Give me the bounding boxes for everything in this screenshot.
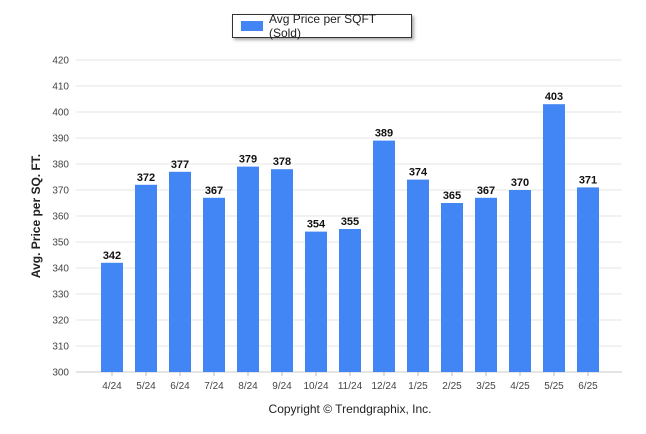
data-label: 374	[409, 167, 428, 179]
y-tick-label: 390	[52, 134, 69, 145]
x-tick-label: 4/24	[102, 381, 122, 392]
x-tick-label: 2/25	[442, 381, 462, 392]
bars	[101, 104, 599, 372]
bar-6-24[interactable]	[169, 171, 191, 372]
x-tick-label: 9/24	[272, 381, 292, 392]
y-tick-label: 320	[52, 316, 69, 327]
y-axis-label: Avg. Price per SQ. FT.	[29, 154, 43, 278]
bar-1-25[interactable]	[407, 179, 429, 372]
chart-legend: Avg Price per SQFT (Sold)	[232, 12, 412, 40]
bar-3-25[interactable]	[475, 197, 497, 372]
bar-5-25[interactable]	[543, 104, 565, 372]
bar-9-24[interactable]	[271, 169, 293, 372]
x-tick-label: 6/25	[578, 381, 598, 392]
data-label: 377	[171, 159, 189, 171]
y-tick-label: 360	[52, 212, 69, 223]
data-label: 354	[307, 219, 326, 231]
bar-6-25[interactable]	[577, 187, 599, 372]
x-tick-label: 6/24	[170, 381, 190, 392]
y-tick-label: 340	[52, 264, 69, 275]
y-tick-label: 350	[52, 238, 69, 249]
x-tick-label: 4/25	[510, 381, 530, 392]
y-tick-label: 330	[52, 290, 69, 301]
x-tick-label: 3/25	[476, 381, 496, 392]
y-tick-label: 420	[52, 56, 69, 67]
data-label: 378	[273, 156, 291, 168]
y-tick-label: 400	[52, 108, 69, 119]
data-label: 389	[375, 128, 393, 140]
y-tick-label: 370	[52, 186, 69, 197]
y-tick-label: 380	[52, 160, 69, 171]
x-tick-label: 10/24	[303, 381, 328, 392]
bar-12-24[interactable]	[373, 140, 395, 372]
copyright-text: Copyright © Trendgraphix, Inc.	[268, 402, 432, 416]
x-tick-label: 11/24	[338, 381, 363, 392]
data-label: 379	[239, 154, 257, 166]
x-tick-label: 1/25	[408, 381, 428, 392]
bar-4-24[interactable]	[101, 262, 123, 372]
y-axis-ticks: 300 310 320 330 340 350 360 370 380 390 400 410 420	[52, 56, 69, 379]
y-tick-label: 310	[52, 342, 69, 353]
bar-7-24[interactable]	[203, 197, 225, 372]
data-label: 372	[137, 172, 155, 184]
x-axis-ticks: 4/24 5/24 6/24 7/24 8/24 9/24 10/24 11/24 12/24 1…	[102, 372, 598, 392]
data-label: 342	[103, 250, 121, 262]
data-label: 371	[579, 174, 597, 186]
bar-2-25[interactable]	[441, 203, 463, 372]
x-tick-label: 5/25	[544, 381, 564, 392]
bar-11-24[interactable]	[339, 229, 361, 372]
x-tick-label: 7/24	[204, 381, 224, 392]
bar-8-24[interactable]	[237, 166, 259, 372]
data-label: 367	[205, 185, 223, 197]
bar-5-24[interactable]	[135, 184, 157, 372]
y-tick-label: 410	[52, 82, 69, 93]
data-label: 370	[511, 177, 529, 189]
data-label: 403	[545, 91, 563, 103]
x-tick-label: 5/24	[136, 381, 156, 392]
data-labels: 342 372 377 367 379 378 354 355 389 374 365 367 370 4…	[103, 91, 597, 262]
data-label: 365	[443, 190, 461, 202]
legend-swatch	[241, 21, 263, 31]
bar-10-24[interactable]	[305, 231, 327, 372]
data-label: 355	[341, 216, 359, 228]
x-tick-label: 8/24	[238, 381, 258, 392]
bar-4-25[interactable]	[509, 190, 531, 372]
data-label: 367	[477, 185, 495, 197]
y-tick-label: 300	[52, 368, 69, 379]
x-tick-label: 12/24	[371, 381, 396, 392]
legend-label: Avg Price per SQFT (Sold)	[268, 12, 376, 40]
